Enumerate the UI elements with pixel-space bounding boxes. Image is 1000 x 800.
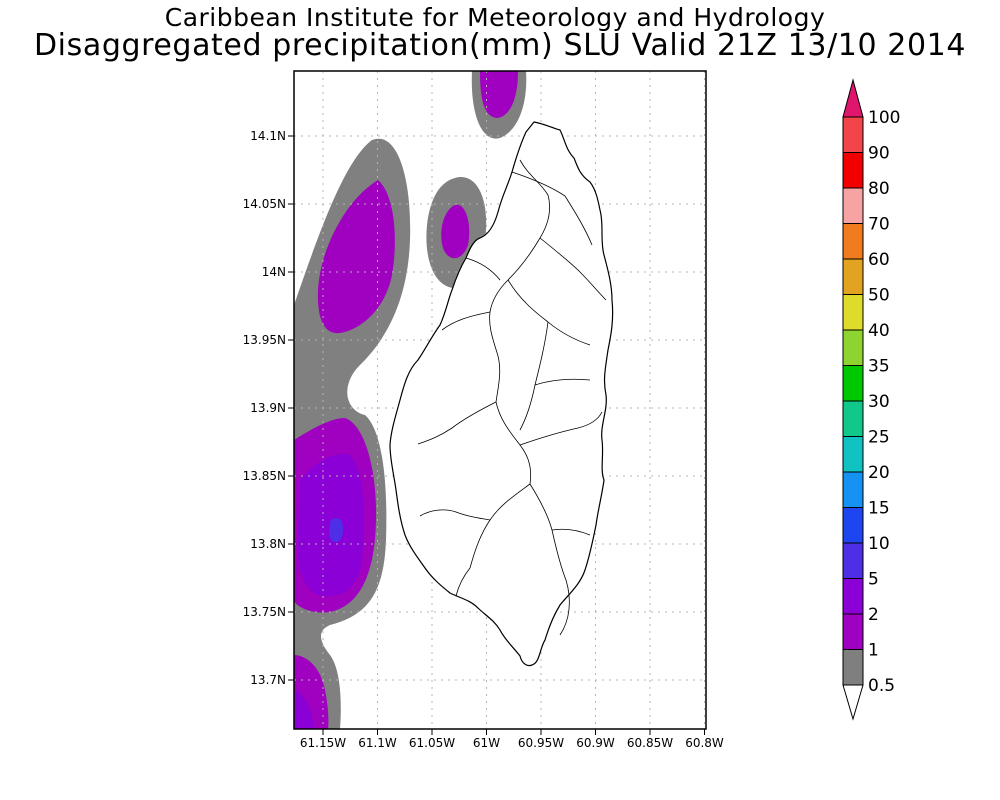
colorbar-label: 10 [868,534,890,554]
colorbar-label: 0.5 [868,676,895,696]
colorbar-swatch [842,329,864,366]
latitude-axis: 14.1N 14.05N 14N 13.95N 13.9N 13.85N 13.8N 13.7… [243,129,294,687]
colorbar-label: 5 [868,570,879,590]
colorbar-swatch [842,223,864,260]
lon-tick-label: 60.85W [627,736,673,750]
colorbar-swatch [842,187,864,224]
district-boundaries [417,159,607,636]
lon-tick-label: 61.15W [300,736,346,750]
lon-tick-label: 60.9W [576,736,615,750]
precip-area-1mm-island [441,204,470,259]
lat-tick-label: 13.75N [243,605,286,619]
precip-area-5mm [329,518,343,543]
colorbar-swatch [842,152,864,189]
lat-tick-label: 14.1N [250,129,286,143]
lat-tick-label: 13.7N [250,673,286,687]
lat-tick-label: 14.05N [243,197,286,211]
island-outline [389,121,614,667]
colorbar-arrow-top [842,78,864,118]
title-institute: Caribbean Institute for Meteorology and … [164,3,826,32]
precip-area-1mm-west [317,180,395,334]
longitude-axis: 61.15W 61.1W 61.05W 61W 60.95W 60.9W 60.85W 60.… [300,729,724,750]
lon-tick-label: 61W [473,736,500,750]
colorbar-swatch [842,116,864,153]
colorbar-swatch [842,613,864,650]
colorbar-label: 15 [868,499,890,519]
title-product: Disaggregated precipitation(mm) SLU Vali… [33,28,967,63]
colorbar-arrow-bottom [842,684,864,721]
colorbar-legend: 100 90 80 70 60 50 40 35 30 25 20 15 10 5 2 1 0.5 [842,78,900,721]
colorbar-swatch [842,436,864,473]
colorbar-swatch [842,294,864,331]
colorbar-swatch [842,400,864,437]
colorbar-swatch [842,578,864,615]
colorbar-label: 50 [868,286,890,306]
colorbar-swatch [842,258,864,295]
plot-frame [293,70,707,730]
lat-tick-label: 14N [262,265,286,279]
precip-area-1mm-north [480,71,518,118]
colorbar-swatch [842,471,864,508]
precip-shading [294,71,527,729]
lat-tick-label: 13.85N [243,469,286,483]
colorbar-label: 40 [868,321,890,341]
colorbar-label: 1 [868,641,879,661]
lat-tick-label: 13.95N [243,333,286,347]
lon-tick-label: 60.95W [518,736,564,750]
colorbar-swatch [842,365,864,402]
colorbar-swatch [842,542,864,579]
colorbar-label: 60 [868,250,890,270]
colorbar-label: 80 [868,179,890,199]
precip-area-2mm-south [294,690,314,729]
lon-tick-label: 61.1W [358,736,397,750]
colorbar-swatch [842,649,864,686]
colorbar-label: 70 [868,215,890,235]
colorbar-label: 100 [868,108,900,128]
lon-tick-label: 60.8W [685,736,724,750]
lon-tick-label: 61.05W [409,736,455,750]
colorbar-label: 25 [868,428,890,448]
island-saint-lucia [389,121,614,667]
colorbar-label: 30 [868,392,890,412]
colorbar-label: 35 [868,357,890,377]
colorbar-label: 90 [868,144,890,164]
colorbar-label: 2 [868,605,879,625]
lat-tick-label: 13.8N [250,537,286,551]
colorbar-label: 20 [868,463,890,483]
colorbar-swatch [842,507,864,544]
lat-tick-label: 13.9N [250,401,286,415]
